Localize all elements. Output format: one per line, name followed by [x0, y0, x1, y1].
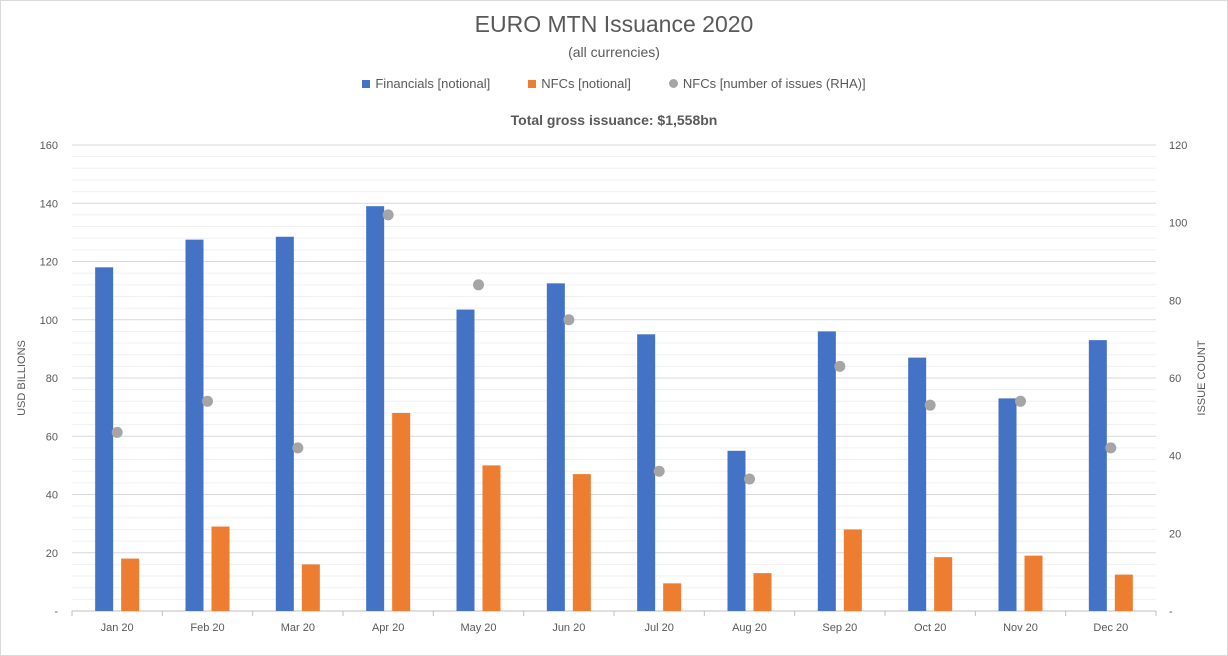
legend-swatch-nfcs — [528, 79, 537, 88]
x-tick-label: Aug 20 — [732, 622, 767, 634]
point-nfc-issues — [563, 314, 575, 326]
point-nfc-issues — [111, 426, 123, 438]
y2-tick-label: 100 — [1169, 218, 1187, 230]
legend-item-nfc-issues: NFCs [number of issues (RHA)] — [668, 76, 866, 91]
y2-tick-label: 80 — [1169, 295, 1181, 307]
x-tick-label: Apr 20 — [372, 622, 404, 634]
bar-nfcs — [663, 583, 682, 611]
y2-tick-label: - — [1169, 606, 1173, 618]
point-nfc-issues — [382, 209, 394, 221]
x-tick-label: Jun 20 — [552, 622, 585, 634]
y-tick-label: 60 — [46, 431, 58, 443]
total-issuance-annotation: Total gross issuance: $1,558bn — [510, 112, 718, 128]
bar-nfcs — [843, 529, 862, 611]
bar-financials — [275, 236, 294, 611]
point-nfc-issues — [202, 395, 213, 407]
bar-nfcs — [392, 412, 411, 611]
bar-nfcs — [482, 465, 501, 611]
y-tick-label: 40 — [46, 490, 58, 502]
chart-subtitle: (all currencies) — [568, 44, 660, 60]
y2-tick-label: 120 — [1169, 140, 1187, 152]
x-tick-label: Mar 20 — [281, 622, 315, 634]
legend-swatch-financials — [362, 79, 371, 88]
y-tick-label: 100 — [40, 315, 58, 327]
point-nfc-issues — [834, 360, 846, 372]
bar-nfcs — [121, 558, 140, 611]
chart-legend: Financials [notional] NFCs [notional] NF… — [0, 76, 1228, 91]
x-tick-label: Oct 20 — [914, 622, 946, 634]
bar-nfcs — [572, 474, 591, 611]
point-nfc-issues — [292, 442, 304, 454]
legend-label-financials: Financials [notional] — [375, 76, 491, 91]
point-nfc-issues — [924, 399, 936, 411]
bar-financials — [908, 357, 927, 611]
bar-financials — [817, 331, 836, 611]
bar-nfcs — [211, 526, 230, 611]
legend-swatch-nfc-issues — [668, 79, 678, 88]
bar-nfcs — [753, 573, 772, 611]
chart-title: EURO MTN Issuance 2020 — [474, 11, 754, 37]
point-nfc-issues — [1015, 395, 1026, 407]
bar-financials — [456, 309, 475, 611]
bar-financials — [546, 283, 565, 611]
x-tick-label: Jan 20 — [101, 622, 134, 634]
x-tick-label: Sep 20 — [822, 622, 857, 634]
y-tick-label: 160 — [40, 140, 58, 152]
bar-nfcs — [301, 564, 320, 611]
x-tick-label: Dec 20 — [1093, 622, 1128, 634]
y2-tick-label: 60 — [1169, 373, 1181, 385]
bar-nfcs — [1024, 555, 1043, 611]
y2-tick-label: 40 — [1169, 451, 1181, 463]
bar-financials — [998, 398, 1017, 611]
y2-tick-label: 20 — [1169, 528, 1181, 540]
bar-financials — [95, 267, 114, 611]
legend-label-nfc-issues: NFCs [number of issues (RHA)] — [682, 76, 866, 91]
y-tick-label: - — [54, 606, 58, 618]
y-tick-label: 80 — [46, 373, 58, 385]
legend-item-nfcs: NFCs [notional] — [528, 76, 631, 91]
y-tick-label: 20 — [46, 548, 58, 560]
point-nfc-issues — [473, 279, 484, 291]
legend-label-nfcs: NFCs [notional] — [541, 76, 631, 91]
y2-axis-title: ISSUE COUNT — [1196, 340, 1208, 415]
x-tick-label: Nov 20 — [1003, 622, 1038, 634]
x-tick-label: Feb 20 — [190, 622, 224, 634]
y-tick-label: 120 — [40, 257, 58, 269]
bar-financials — [366, 206, 385, 611]
x-tick-label: Jul 20 — [644, 622, 673, 634]
y-axis-title: USD BILLIONS — [16, 340, 28, 416]
point-nfc-issues — [744, 473, 755, 485]
bar-nfcs — [1114, 574, 1133, 611]
legend-item-financials: Financials [notional] — [362, 76, 490, 91]
bar-financials — [637, 334, 656, 611]
bar-nfcs — [934, 557, 953, 611]
bar-financials — [185, 239, 204, 611]
point-nfc-issues — [653, 465, 665, 477]
x-tick-label: May 20 — [460, 622, 496, 634]
y-tick-label: 140 — [40, 198, 58, 210]
bar-financials — [727, 450, 746, 611]
bar-financials — [1088, 340, 1107, 611]
point-nfc-issues — [1105, 442, 1117, 454]
